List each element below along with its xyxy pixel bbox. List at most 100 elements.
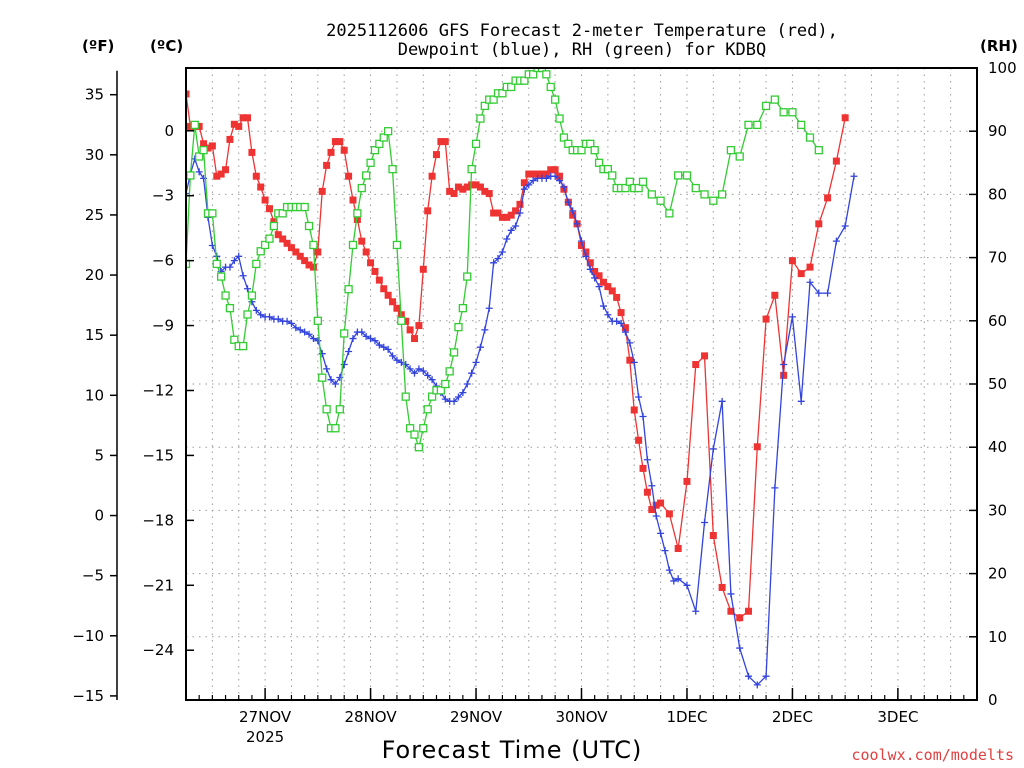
temperature-point <box>832 157 840 165</box>
unit-label-rh: (RH) <box>980 37 1018 55</box>
dewpoint-point <box>564 198 572 206</box>
rh-point <box>366 158 375 167</box>
temperature-point <box>208 142 216 150</box>
temperature-point <box>323 161 331 169</box>
fahrenheit-tick-label: 35 <box>85 86 104 104</box>
temperature-point <box>806 263 814 271</box>
temperature-point <box>446 187 454 195</box>
temperature-point <box>362 248 370 256</box>
dewpoint-point <box>630 358 638 366</box>
dewpoint-point <box>195 168 203 176</box>
dewpoint-point <box>384 345 392 353</box>
temperature-point <box>569 211 577 219</box>
dewpoint-point <box>744 672 752 680</box>
dewpoint-point <box>582 252 590 260</box>
rh-point <box>217 272 226 281</box>
dewpoint-point <box>283 317 291 325</box>
dewpoint-point <box>274 315 282 323</box>
dewpoint-point <box>551 172 559 180</box>
temperature-point <box>599 278 607 286</box>
rh-point <box>814 146 823 155</box>
rh-point <box>564 139 573 148</box>
temperature-point <box>709 532 717 540</box>
temperature-point <box>186 90 190 98</box>
rh-point <box>344 285 353 294</box>
dewpoint-point <box>314 337 322 345</box>
temperature-point <box>406 326 414 334</box>
temperature-point <box>265 205 273 213</box>
dewpoint-point <box>362 332 370 340</box>
dewpoint-point <box>375 341 383 349</box>
temperature-point <box>582 248 590 256</box>
rh-point <box>252 259 261 269</box>
dewpoint-point <box>674 575 682 583</box>
rh-point <box>278 209 287 218</box>
temperature-point <box>213 172 221 180</box>
dewpoint-point <box>389 352 397 360</box>
dewpoint-point <box>371 337 379 345</box>
rh-point <box>797 120 806 130</box>
dewpoint-point <box>186 190 190 198</box>
dewpoint-point <box>380 343 388 351</box>
dewpoint-point <box>709 445 717 453</box>
dewpoint-point <box>652 512 660 520</box>
rh-point <box>454 322 463 332</box>
rh-point <box>318 373 327 382</box>
dewpoint-point <box>424 371 432 379</box>
rh-point <box>625 177 634 186</box>
rh-point <box>638 177 648 186</box>
rh-point <box>370 146 380 155</box>
temperature-point <box>424 207 432 215</box>
temperature-point <box>468 181 476 189</box>
dewpoint-point <box>573 220 581 228</box>
dewpoint-point <box>450 397 458 405</box>
temperature-point <box>512 207 520 215</box>
temperature-point <box>450 190 458 198</box>
unit-label-celsius: (ºC) <box>150 37 183 55</box>
rh-point <box>313 316 322 325</box>
celsius-tick-label: −6 <box>152 252 174 270</box>
rh-point <box>260 240 270 250</box>
rh-point <box>331 424 340 433</box>
dewpoint-point <box>657 529 665 537</box>
rh-point <box>212 259 221 269</box>
dewpoint-point <box>309 335 317 343</box>
rh-tick-label: 10 <box>988 628 1007 646</box>
rh-point <box>230 335 239 344</box>
rh-point <box>225 304 235 313</box>
temperature-point <box>490 209 498 217</box>
x-tick-label: 29NOV <box>450 708 503 726</box>
temperature-point <box>459 185 467 193</box>
rh-point <box>186 171 195 180</box>
chart-subtitle: Dewpoint (blue), RH (green) for KDBQ <box>398 40 766 60</box>
temperature-point <box>643 488 651 496</box>
rh-point <box>441 379 450 389</box>
temperature-point <box>437 138 445 146</box>
rh-point <box>410 430 419 439</box>
rh-point <box>542 70 551 79</box>
temperature-point <box>296 252 304 260</box>
dewpoint-point <box>797 397 805 405</box>
dewpoint-point <box>503 235 511 243</box>
temperature-point <box>753 443 761 451</box>
temperature-point <box>648 506 656 514</box>
temperature-point <box>538 170 546 178</box>
rh-point <box>656 196 665 205</box>
dewpoint-point <box>415 365 423 373</box>
dewpoint-point <box>292 324 300 332</box>
dewpoint-point <box>481 326 489 334</box>
temperature-point <box>248 148 256 156</box>
rh-point <box>186 259 191 269</box>
temperature-point <box>551 166 559 174</box>
temperature-point <box>195 122 203 130</box>
temperature-point <box>476 183 484 191</box>
rh-point <box>353 209 362 218</box>
temperature-point <box>683 477 691 485</box>
rh-point <box>546 82 555 92</box>
rh-point <box>340 329 349 338</box>
dewpoint-point <box>753 681 761 689</box>
rh-point <box>238 341 248 351</box>
rh-point <box>744 120 753 130</box>
temperature-point <box>463 183 471 191</box>
rh-point <box>498 89 507 98</box>
